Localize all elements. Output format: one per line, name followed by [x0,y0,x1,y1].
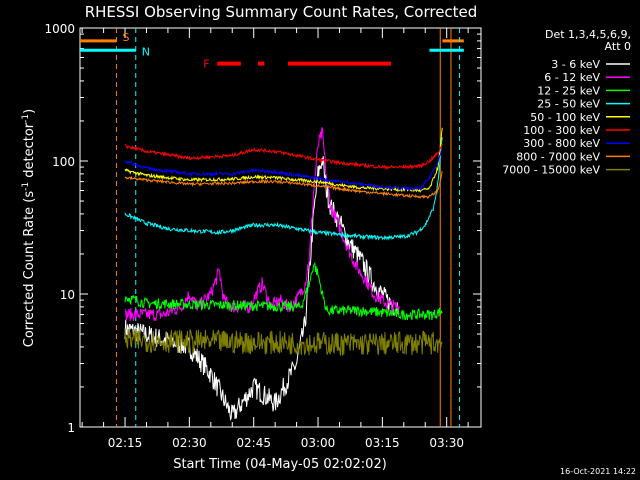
chart-title: RHESSI Observing Summary Count Rates, Co… [85,3,478,21]
y-axis: 1 10 100 1000 [44,22,481,435]
legend-label: 300 - 800 keV [523,137,600,150]
attenuator-markers: SN [80,28,464,427]
legend-label: 50 - 100 keV [530,111,600,124]
x-tick-label: 02:45 [236,436,271,450]
y-tick-label: 1 [67,421,75,435]
legend-label: 12 - 25 keV [537,84,600,97]
series-12-25keV [124,261,443,321]
legend-label: 100 - 300 keV [523,124,600,137]
legend-header-line2: Att 0 [605,40,631,53]
flare-label: F [203,58,209,71]
series-lines [124,127,443,421]
x-tick-label: 03:30 [429,436,464,450]
marker-label-S: S [122,31,129,44]
x-tick-label: 02:30 [172,436,207,450]
series-800-7000keV [124,170,443,199]
y-tick-label: 1000 [44,22,75,36]
legend-header-line1: Det 1,3,4,5,6,9, [545,28,631,41]
legend-label: 800 - 7000 keV [516,150,600,163]
x-tick-label: 02:15 [108,436,143,450]
x-tick-label: 03:15 [365,436,400,450]
series-25-50keV [124,137,443,241]
flare-bar: F [203,58,391,71]
x-tick-label: 03:00 [301,436,336,450]
legend-label: 3 - 6 keV [551,58,600,71]
legend-label: 25 - 50 keV [537,98,600,111]
series-300-800keV [124,149,443,192]
timestamp: 16-Oct-2021 14:22 [560,467,636,476]
marker-label-N: N [142,45,150,58]
legend-label: 6 - 12 keV [544,71,600,84]
plot-frame [79,27,482,428]
x-axis-title: Start Time (04-May-05 02:02:02) [173,457,387,472]
y-tick-label: 10 [60,288,75,302]
series-7000-15000keV [124,328,443,356]
series-6-12keV [124,127,400,322]
y-axis-title: Corrected Count Rate (s-1 detector-1) [21,109,37,347]
y-tick-label: 100 [52,155,75,169]
legend-label: 7000 - 15000 keV [502,164,600,177]
series-100-300keV [124,143,443,171]
x-axis: 02:15 02:30 02:45 03:00 03:15 03:30 [81,28,469,450]
